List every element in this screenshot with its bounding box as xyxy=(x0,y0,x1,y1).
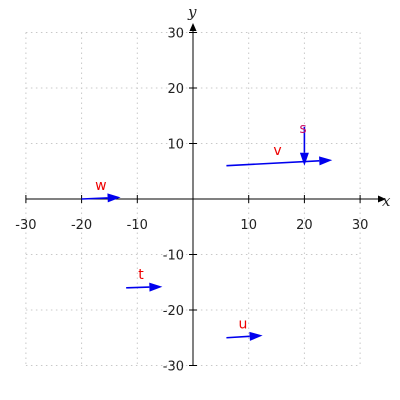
vector-v: v xyxy=(226,143,333,167)
x-tick-label: 30 xyxy=(352,218,369,233)
vector-s: s xyxy=(299,121,309,166)
y-axis-arrowhead xyxy=(189,23,197,31)
y-tick-label: 20 xyxy=(167,82,184,97)
x-tick-label: -30 xyxy=(15,218,36,233)
vector-label: t xyxy=(138,267,144,283)
vector-label: u xyxy=(239,317,248,333)
y-tick-label: -10 xyxy=(163,249,184,264)
vector-u: u xyxy=(226,317,263,341)
y-tick-label: 30 xyxy=(167,27,184,42)
axes: x y xyxy=(25,3,391,366)
x-tick-label: -10 xyxy=(127,218,148,233)
vector-arrowhead xyxy=(299,152,309,166)
vector-t: t xyxy=(126,267,163,292)
vector-shaft xyxy=(126,286,150,289)
x-tick-label: 10 xyxy=(240,218,257,233)
vector-shaft xyxy=(81,197,108,200)
tick-marks: -30 -20 -10 10 20 30 -30 -20 -10 10 20 30 xyxy=(15,27,368,375)
y-tick-label: -20 xyxy=(163,304,184,319)
vector-label: s xyxy=(299,121,306,137)
vector-w: w xyxy=(81,178,121,203)
vector-arrowhead xyxy=(319,156,333,166)
x-axis-arrowhead xyxy=(378,195,386,203)
y-axis-label: y xyxy=(187,3,197,21)
vector-arrowhead xyxy=(107,193,121,203)
y-tick-label: 10 xyxy=(167,138,184,153)
vector-label: v xyxy=(273,143,281,159)
vector-arrowhead xyxy=(149,282,163,292)
vector-label: w xyxy=(95,178,106,194)
x-axis-label: x xyxy=(382,192,391,210)
vector-arrowhead xyxy=(249,331,263,341)
vectors: v s w t u xyxy=(81,121,333,341)
y-tick-label: -30 xyxy=(163,360,184,375)
x-tick-label: 20 xyxy=(296,218,313,233)
x-tick-label: -20 xyxy=(71,218,92,233)
vector-shaft xyxy=(226,335,250,339)
